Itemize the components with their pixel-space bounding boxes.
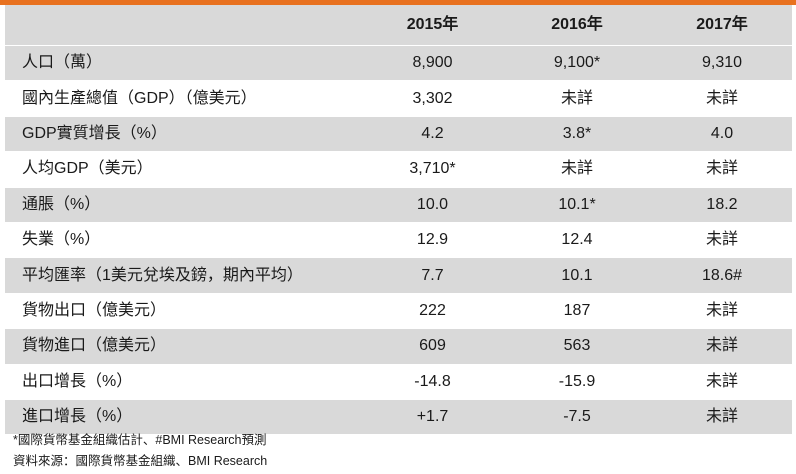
cell-2017: 未詳 — [652, 364, 792, 400]
table-row: 通脹（%） 10.0 10.1* 18.2 — [5, 187, 792, 223]
cell-2015: 10.0 — [363, 187, 502, 223]
cell-2016: 10.1 — [502, 257, 652, 294]
cell-2015: -14.8 — [363, 364, 502, 400]
cell-2015: 609 — [363, 328, 502, 365]
table-row: 失業（%） 12.9 12.4 未詳 — [5, 222, 792, 259]
cell-2016: 10.1* — [502, 187, 652, 223]
table-row: GDP實質增長（%） 4.2 3.8* 4.0 — [5, 116, 792, 153]
row-label: 貨物出口（億美元） — [5, 293, 363, 330]
cell-2016: 未詳 — [502, 151, 652, 188]
cell-2017: 18.2 — [652, 187, 792, 223]
row-label: 進口增長（%） — [5, 399, 363, 436]
cell-2017: 未詳 — [652, 328, 792, 365]
cell-2016: 563 — [502, 328, 652, 365]
cell-2015: +1.7 — [363, 399, 502, 436]
cell-2015: 7.7 — [363, 257, 502, 294]
cell-2015: 12.9 — [363, 222, 502, 259]
table-row: 貨物進口（億美元） 609 563 未詳 — [5, 328, 792, 365]
table-row: 國內生產總值（GDP）（億美元） 3,302 未詳 未詳 — [5, 80, 792, 117]
cell-2017: 4.0 — [652, 116, 792, 153]
source-footnote: 資料來源：國際貨幣基金組織、BMI Research — [13, 454, 268, 468]
row-label: 人口（萬） — [5, 45, 363, 82]
cell-2017: 未詳 — [652, 80, 792, 117]
row-label: 人均GDP（美元） — [5, 151, 363, 188]
header-2015: 2015年 — [363, 5, 502, 46]
row-label: 出口增長（%） — [5, 364, 363, 400]
cell-2015: 222 — [363, 293, 502, 330]
row-label: GDP實質增長（%） — [5, 116, 363, 153]
row-label: 國內生產總值（GDP）（億美元） — [5, 80, 363, 117]
cell-2016: -7.5 — [502, 399, 652, 436]
row-label: 通脹（%） — [5, 187, 363, 223]
cell-2016: 3.8* — [502, 116, 652, 153]
row-label: 貨物進口（億美元） — [5, 328, 363, 365]
estimate-footnote: *國際貨幣基金組織估計、#BMI Research預測 — [13, 433, 267, 447]
cell-2015: 3,302 — [363, 80, 502, 117]
row-label: 失業（%） — [5, 222, 363, 259]
cell-2017: 18.6# — [652, 257, 792, 294]
table-row: 人均GDP（美元） 3,710* 未詳 未詳 — [5, 151, 792, 188]
table-row: 人口（萬） 8,900 9,100* 9,310 — [5, 45, 792, 82]
cell-2016: 9,100* — [502, 45, 652, 82]
cell-2017: 未詳 — [652, 399, 792, 436]
cell-2017: 未詳 — [652, 293, 792, 330]
cell-2016: 未詳 — [502, 80, 652, 117]
accent-bar — [0, 0, 796, 5]
cell-2017: 9,310 — [652, 45, 792, 82]
cell-2015: 8,900 — [363, 45, 502, 82]
economic-indicators-table: 2015年 2016年 2017年 人口（萬） 8,900 9,100* 9,3… — [5, 5, 792, 436]
header-2017: 2017年 — [652, 5, 792, 46]
cell-2015: 3,710* — [363, 151, 502, 188]
cell-2015: 4.2 — [363, 116, 502, 153]
table-row: 貨物出口（億美元） 222 187 未詳 — [5, 293, 792, 330]
table-notes: *國際貨幣基金組織估計、#BMI Research預測 資料來源：國際貨幣基金組… — [13, 430, 267, 472]
cell-2017: 未詳 — [652, 151, 792, 188]
cell-2017: 未詳 — [652, 222, 792, 259]
table-row: 平均匯率（1美元兌埃及鎊，期內平均） 7.7 10.1 18.6# — [5, 257, 792, 294]
header-2016: 2016年 — [502, 5, 652, 46]
table-row: 出口增長（%） -14.8 -15.9 未詳 — [5, 364, 792, 400]
cell-2016: -15.9 — [502, 364, 652, 400]
table-header-row: 2015年 2016年 2017年 — [5, 5, 792, 46]
table-row: 進口增長（%） +1.7 -7.5 未詳 — [5, 399, 792, 436]
row-label: 平均匯率（1美元兌埃及鎊，期內平均） — [5, 257, 363, 294]
header-blank-cell — [5, 5, 363, 46]
cell-2016: 187 — [502, 293, 652, 330]
cell-2016: 12.4 — [502, 222, 652, 259]
